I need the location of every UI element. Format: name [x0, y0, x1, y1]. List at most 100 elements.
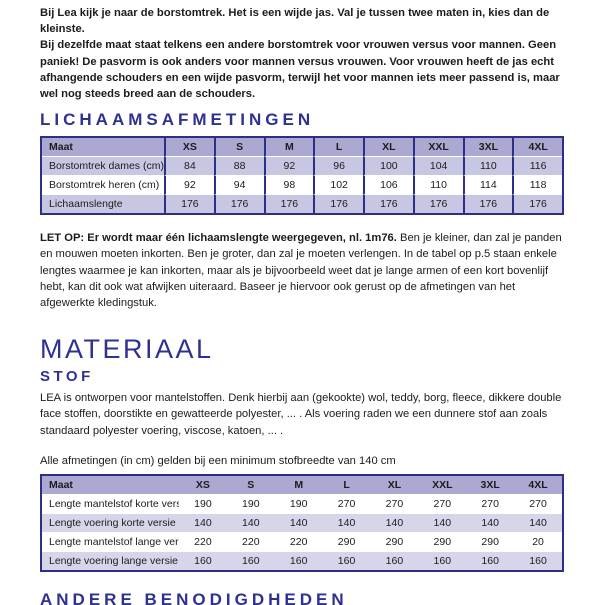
- table-cell: 270: [418, 494, 467, 514]
- row-label: Lichaamslengte: [42, 194, 164, 214]
- table-cell: 220: [179, 532, 227, 552]
- column-header: XXL: [418, 476, 467, 495]
- table-cell: 92: [263, 156, 314, 176]
- table-cell: 140: [179, 513, 227, 533]
- table-cell: 140: [370, 513, 419, 533]
- table-cell: 290: [418, 532, 467, 552]
- table-cell: 190: [274, 494, 323, 514]
- table-cell: 140: [418, 513, 467, 533]
- table-cell: 140: [226, 513, 275, 533]
- materiaal-heading: MATERIAAL: [40, 334, 214, 365]
- table-cell: 290: [322, 532, 371, 552]
- table-cell: 220: [226, 532, 275, 552]
- table-cell: 160: [514, 551, 562, 571]
- stof-paragraph: LEA is ontworpen voor mantelstoffen. Den…: [40, 392, 562, 437]
- table-cell: 160: [226, 551, 275, 571]
- column-header: XL: [370, 476, 419, 495]
- table-cell: 104: [412, 156, 463, 176]
- intro-section: Bij Lea kijk je naar de borstomtrek. Het…: [40, 5, 565, 102]
- andere-benodigdheden-heading: ANDERE BENODIGDHEDEN: [40, 590, 348, 605]
- table-cell: 160: [274, 551, 323, 571]
- table-header-row: Maat XS S M L XL XXL 3XL 4XL: [42, 476, 562, 495]
- table-cell: 140: [466, 513, 515, 533]
- table-cell: 116: [512, 156, 562, 176]
- column-header: S: [213, 138, 264, 157]
- table-row: Borstomtrek dames (cm) 84 88 92 96 100 104 110 1…: [42, 156, 562, 176]
- column-header: L: [322, 476, 371, 495]
- let-op-bold-text: LET OP: Er wordt maar één lichaamslengte…: [40, 232, 397, 245]
- column-header: 3XL: [462, 138, 513, 157]
- table-cell: 176: [313, 194, 363, 214]
- table-cell: 176: [462, 194, 513, 214]
- row-label: Borstomtrek dames (cm): [42, 156, 164, 176]
- column-header: XL: [363, 138, 413, 157]
- table-cell: 88: [213, 156, 264, 176]
- table-cell: 100: [363, 156, 413, 176]
- table-cell: 176: [164, 194, 214, 214]
- table-cell: 106: [363, 175, 413, 195]
- row-label: Lengte mantelstof lange versie: [42, 532, 179, 552]
- let-op-paragraph: LET OP: Er wordt maar één lichaamslengte…: [40, 230, 565, 311]
- table-cell: 140: [514, 513, 562, 533]
- column-header: 4XL: [512, 138, 562, 157]
- table-cell: 160: [418, 551, 467, 571]
- column-header: M: [263, 138, 314, 157]
- column-header: Maat: [42, 138, 164, 157]
- table-cell: 140: [322, 513, 371, 533]
- table-cell: 270: [370, 494, 419, 514]
- column-header: XS: [164, 138, 214, 157]
- column-header: 4XL: [514, 476, 562, 495]
- column-header: XXL: [412, 138, 463, 157]
- table-cell: 290: [370, 532, 419, 552]
- table-cell: 190: [226, 494, 275, 514]
- table-cell: 220: [274, 532, 323, 552]
- lichaamsafmetingen-heading: LICHAAMSAFMETINGEN: [40, 110, 315, 130]
- row-label: Lengte voering lange versie: [42, 551, 179, 571]
- stof-heading: STOF: [40, 368, 94, 386]
- table-cell: 270: [514, 494, 562, 514]
- fabric-lengths-table: Maat XS S M L XL XXL 3XL 4XL Lengte mantelstof ko…: [40, 474, 564, 573]
- table-row: Lengte mantelstof korte versie 190 190 190 2…: [42, 494, 562, 514]
- table-cell: 176: [263, 194, 314, 214]
- column-header: Maat: [42, 476, 179, 495]
- column-header: M: [274, 476, 323, 495]
- table-cell: 176: [213, 194, 264, 214]
- table-cell: 160: [370, 551, 419, 571]
- stofbreedte-note: Alle afmetingen (in cm) gelden bij een m…: [40, 454, 396, 467]
- table-cell: 176: [512, 194, 562, 214]
- row-label: Lengte mantelstof korte versie: [42, 494, 179, 514]
- row-label: Borstomtrek heren (cm): [42, 175, 164, 195]
- table-cell: 160: [179, 551, 227, 571]
- table-cell: 114: [462, 175, 513, 195]
- intro-paragraph-1: Bij Lea kijk je naar de borstomtrek. Het…: [40, 7, 550, 36]
- table-cell: 140: [274, 513, 323, 533]
- table-cell: 20: [514, 532, 562, 552]
- column-header: 3XL: [466, 476, 515, 495]
- table-cell: 84: [164, 156, 214, 176]
- table-cell: 110: [412, 175, 463, 195]
- table-cell: 176: [363, 194, 413, 214]
- table-cell: 160: [466, 551, 515, 571]
- table-cell: 98: [263, 175, 314, 195]
- table-cell: 270: [466, 494, 515, 514]
- table-cell: 176: [412, 194, 463, 214]
- table-cell: 110: [462, 156, 513, 176]
- table-cell: 160: [322, 551, 371, 571]
- table-row: Lichaamslengte 176 176 176 176 176 176 176 176: [42, 194, 562, 214]
- table-cell: 118: [512, 175, 562, 195]
- table-cell: 270: [322, 494, 371, 514]
- body-measurements-table: Maat XS S M L XL XXL 3XL 4XL Borstomtrek dames (c…: [40, 136, 564, 216]
- table-cell: 290: [466, 532, 515, 552]
- column-header: XS: [179, 476, 227, 495]
- table-cell: 94: [213, 175, 264, 195]
- column-header: L: [313, 138, 363, 157]
- table-row: Lengte mantelstof lange versie 220 220 220 2…: [42, 532, 562, 552]
- intro-paragraph-2: Bij dezelfde maat staat telkens een ande…: [40, 39, 560, 101]
- column-header: S: [226, 476, 275, 495]
- table-cell: 102: [313, 175, 363, 195]
- table-cell: 190: [179, 494, 227, 514]
- table-cell: 92: [164, 175, 214, 195]
- table-row: Borstomtrek heren (cm) 92 94 98 102 106 110 114…: [42, 175, 562, 195]
- table-cell: 96: [313, 156, 363, 176]
- table-header-row: Maat XS S M L XL XXL 3XL 4XL: [42, 138, 562, 157]
